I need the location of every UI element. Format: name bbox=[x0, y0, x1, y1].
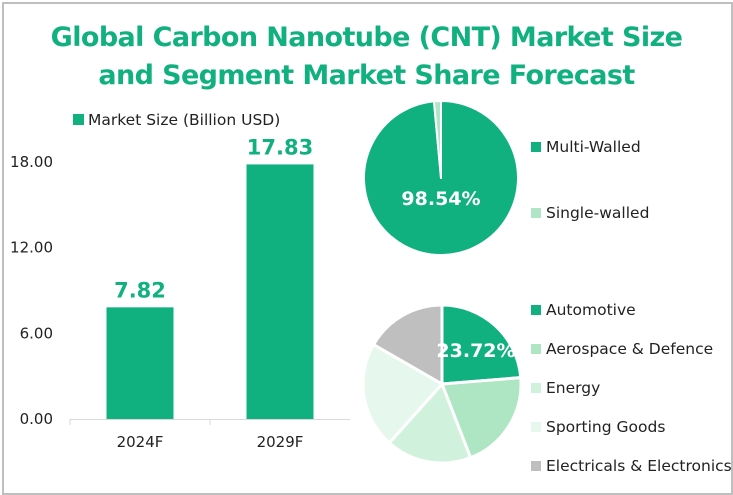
legend-swatch bbox=[531, 383, 541, 393]
pie-chart-application: 23.72% Automotive Aerospace & Defence Energ… bbox=[361, 301, 732, 475]
bar-value-label: 7.82 bbox=[114, 278, 166, 302]
bar-value-label: 17.83 bbox=[247, 135, 313, 159]
legend-swatch bbox=[531, 142, 541, 152]
legend-label: Automotive bbox=[546, 301, 636, 319]
pie-chart-cnt-type: 98.54% Multi-Walled Single-walled bbox=[363, 100, 649, 256]
pie-slice-electricals-electronics bbox=[372, 303, 444, 386]
bar-chart: Market Size (Billion USD) 0.00 6.00 12.00 1… bbox=[10, 111, 350, 451]
legend-label: Electricals & Electronics bbox=[546, 457, 732, 475]
bar-legend-swatch bbox=[73, 114, 84, 125]
bar-legend-label: Market Size (Billion USD) bbox=[88, 111, 280, 129]
pie-data-label: 98.54% bbox=[401, 188, 480, 210]
legend-label: Aerospace & Defence bbox=[546, 340, 713, 358]
legend-swatch bbox=[531, 461, 541, 471]
legend-swatch bbox=[531, 344, 541, 354]
legend-label: Multi-Walled bbox=[546, 138, 641, 156]
legend-label: Sporting Goods bbox=[546, 418, 665, 436]
pie-slice-sporting-goods bbox=[361, 343, 444, 445]
pie-slice-automotive bbox=[440, 303, 523, 386]
y-tick-label: 12.00 bbox=[10, 239, 53, 257]
chart-title-line-1: Global Carbon Nanotube (CNT) Market Size bbox=[50, 22, 683, 53]
x-tick-label: 2029F bbox=[257, 433, 304, 451]
pie-slice-energy bbox=[387, 382, 473, 465]
pie-slice-aerospace-defence bbox=[440, 376, 523, 460]
legend-label: Single-walled bbox=[546, 204, 649, 222]
legend-swatch bbox=[531, 208, 541, 218]
y-tick-label: 0.00 bbox=[20, 410, 53, 428]
legend-swatch bbox=[531, 305, 541, 315]
pie-data-label: 23.72% bbox=[436, 340, 515, 362]
bar-2029F bbox=[246, 164, 314, 419]
pie-slice-single-walled bbox=[432, 100, 442, 179]
y-tick-label: 18.00 bbox=[10, 153, 53, 171]
y-tick-label: 6.00 bbox=[20, 324, 53, 342]
legend-swatch bbox=[531, 422, 541, 432]
legend-label: Energy bbox=[546, 379, 600, 397]
x-tick-label: 2024F bbox=[117, 433, 164, 451]
bar-2024F bbox=[106, 307, 174, 419]
chart-title-line-2: and Segment Market Share Forecast bbox=[98, 60, 635, 91]
